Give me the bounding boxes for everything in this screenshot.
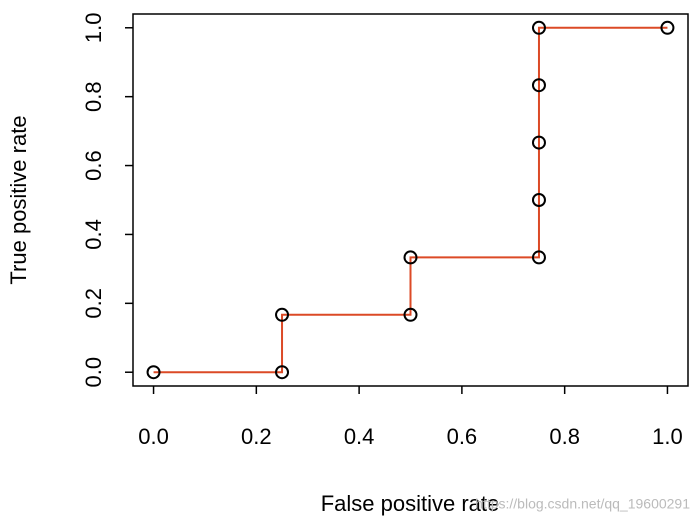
point <box>403 307 418 322</box>
point <box>531 135 546 150</box>
y-axis-title: True positive rate <box>6 115 31 284</box>
point <box>275 365 290 380</box>
x-tick-label: 0.2 <box>241 424 272 449</box>
y-tick-label: 0.8 <box>81 81 106 112</box>
point <box>531 193 546 207</box>
x-axis-title: False positive rate <box>321 491 500 516</box>
x-tick-label: 0.6 <box>447 424 478 449</box>
x-tick-label: 1.0 <box>652 424 683 449</box>
point <box>660 20 675 35</box>
y-tick-label: 0.2 <box>81 288 106 319</box>
y-tick-label: 0.6 <box>81 150 106 181</box>
x-tick-label: 0.8 <box>549 424 580 449</box>
roc-line <box>153 26 668 374</box>
y-tick-label: 0.0 <box>81 357 106 388</box>
point <box>275 307 290 322</box>
plot-frame <box>132 13 689 387</box>
y-tick-label: 0.4 <box>81 219 106 250</box>
point <box>403 250 418 265</box>
point <box>531 78 546 93</box>
point <box>531 250 546 265</box>
point <box>146 365 161 380</box>
point <box>531 20 546 35</box>
x-tick-label: 0.0 <box>138 424 169 449</box>
watermark: https://blog.csdn.net/qq_19600291 <box>475 496 690 512</box>
x-tick-label: 0.4 <box>344 424 375 449</box>
y-tick-label: 1.0 <box>81 12 106 43</box>
